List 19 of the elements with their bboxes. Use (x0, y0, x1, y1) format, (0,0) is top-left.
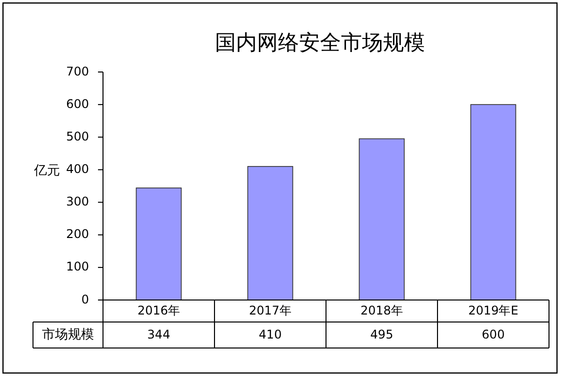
data-label: 344 (147, 327, 170, 342)
ytick: 500 (66, 129, 89, 144)
ytick: 0 (81, 292, 89, 306)
ytick: 300 (66, 194, 89, 209)
ytick: 400 (66, 162, 89, 176)
xtick: 2016年 (137, 303, 180, 318)
ytick: 600 (66, 96, 89, 111)
data-label: 410 (258, 327, 282, 342)
xtick: 2018年 (360, 303, 404, 318)
xtick: 2019年E (468, 303, 518, 318)
xtick: 2017年 (248, 303, 292, 318)
title: 国内网络安全市场规模 (215, 30, 425, 55)
series-name: 市场规模 (42, 328, 94, 343)
data-label: 600 (482, 327, 505, 342)
ytick: 700 (66, 64, 89, 78)
ytick: 100 (66, 260, 89, 274)
ylabel: 亿元 (34, 164, 60, 179)
data-label: 495 (370, 327, 394, 342)
ytick: 200 (66, 227, 89, 242)
